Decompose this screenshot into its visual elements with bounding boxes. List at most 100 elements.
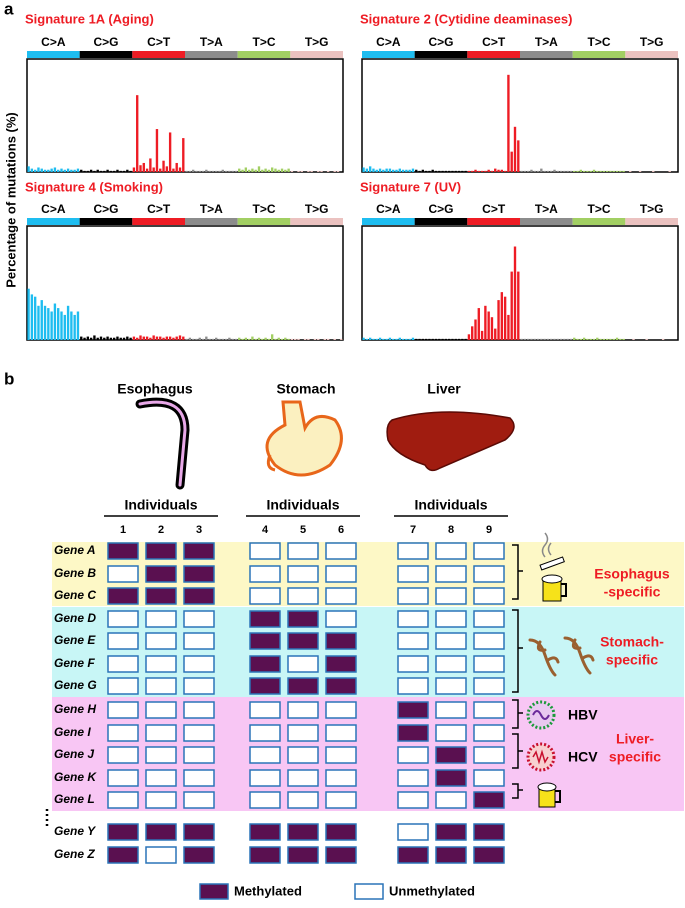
bar	[280, 168, 284, 172]
bar	[168, 336, 172, 340]
methylation-cell	[473, 724, 505, 742]
bar	[661, 338, 665, 340]
bar	[139, 165, 142, 172]
individual-number: 1	[120, 524, 126, 536]
methylation-cell	[145, 655, 177, 673]
bar	[317, 170, 320, 172]
methylation-cell	[435, 724, 467, 742]
mutation-type-label: T>C	[587, 202, 610, 216]
bar	[395, 169, 398, 172]
bar	[208, 338, 211, 340]
bar	[221, 338, 224, 340]
bar	[586, 338, 589, 340]
bar	[517, 271, 520, 340]
bar	[57, 308, 60, 340]
methylation-cell	[249, 632, 281, 650]
bar	[244, 337, 248, 340]
bar	[261, 338, 264, 340]
bar	[112, 337, 116, 340]
bar	[471, 170, 474, 172]
mutation-type-bar	[237, 51, 291, 58]
methylation-cell	[473, 677, 505, 695]
organ-label: Stomach	[276, 381, 335, 397]
bar	[195, 338, 198, 340]
methylation-cell	[325, 701, 357, 719]
methylation-cell	[249, 846, 281, 864]
bar	[40, 168, 43, 172]
bar	[569, 170, 573, 172]
bar	[553, 338, 556, 340]
bar	[609, 170, 612, 172]
mutation-type-label: T>A	[535, 35, 558, 49]
bar	[401, 338, 405, 340]
bar	[415, 169, 418, 172]
bar	[257, 166, 261, 172]
bar	[63, 314, 66, 340]
bar	[89, 337, 93, 340]
methylation-cell	[287, 610, 319, 628]
bar	[270, 334, 274, 340]
bar	[132, 336, 136, 340]
bar	[497, 169, 500, 172]
bar	[368, 166, 372, 172]
bar	[497, 300, 500, 340]
bar	[152, 167, 155, 172]
mutation-type-bar	[237, 218, 291, 225]
plot-frame	[361, 225, 679, 341]
mutation-type-label: T>C	[252, 202, 275, 216]
bar	[474, 319, 477, 340]
bar	[612, 338, 615, 340]
bar	[510, 151, 513, 172]
y-axis-label: Percentage of mutations (%)	[3, 112, 18, 288]
bar	[155, 336, 159, 340]
bar	[284, 337, 287, 340]
bar	[86, 336, 90, 340]
bar	[447, 170, 451, 172]
bar	[99, 336, 103, 340]
bar	[451, 170, 454, 172]
bar	[536, 338, 540, 340]
mutation-type-bar	[185, 218, 238, 225]
legend-swatch	[199, 883, 229, 900]
bar	[582, 337, 586, 340]
methylation-cell	[107, 769, 139, 787]
bar	[76, 311, 80, 340]
mutation-type-label: C>G	[93, 35, 118, 49]
bar	[464, 338, 467, 340]
mutation-type-label: T>G	[305, 202, 329, 216]
bar	[307, 338, 310, 340]
bar	[80, 336, 83, 340]
individual-number: 7	[410, 524, 416, 536]
bar	[550, 170, 553, 172]
bar	[520, 338, 523, 340]
bar	[543, 170, 546, 172]
bar	[178, 167, 182, 172]
bar	[365, 168, 369, 172]
bar	[66, 305, 70, 340]
bar	[27, 166, 30, 172]
methylation-cell	[287, 791, 319, 809]
bar	[238, 168, 241, 172]
bar	[261, 169, 264, 172]
methylation-cell	[287, 823, 319, 841]
methylation-cell	[287, 542, 319, 560]
bar	[467, 170, 471, 172]
mutation-type-label: C>A	[41, 202, 66, 216]
bar	[503, 170, 507, 172]
bar	[224, 170, 228, 172]
methylation-cell	[145, 846, 177, 864]
bar	[434, 170, 438, 172]
bar	[267, 338, 271, 340]
methylation-cell	[145, 610, 177, 628]
methylation-cell	[183, 610, 215, 628]
bar	[142, 162, 145, 172]
methylation-cell	[249, 565, 281, 583]
bar	[307, 170, 310, 172]
bar	[421, 338, 425, 340]
bar	[333, 338, 336, 340]
methylation-cell	[287, 846, 319, 864]
panel-label: b	[4, 369, 14, 388]
bar	[254, 338, 257, 340]
mutation-type-label: C>G	[428, 35, 453, 49]
bar	[198, 337, 201, 340]
